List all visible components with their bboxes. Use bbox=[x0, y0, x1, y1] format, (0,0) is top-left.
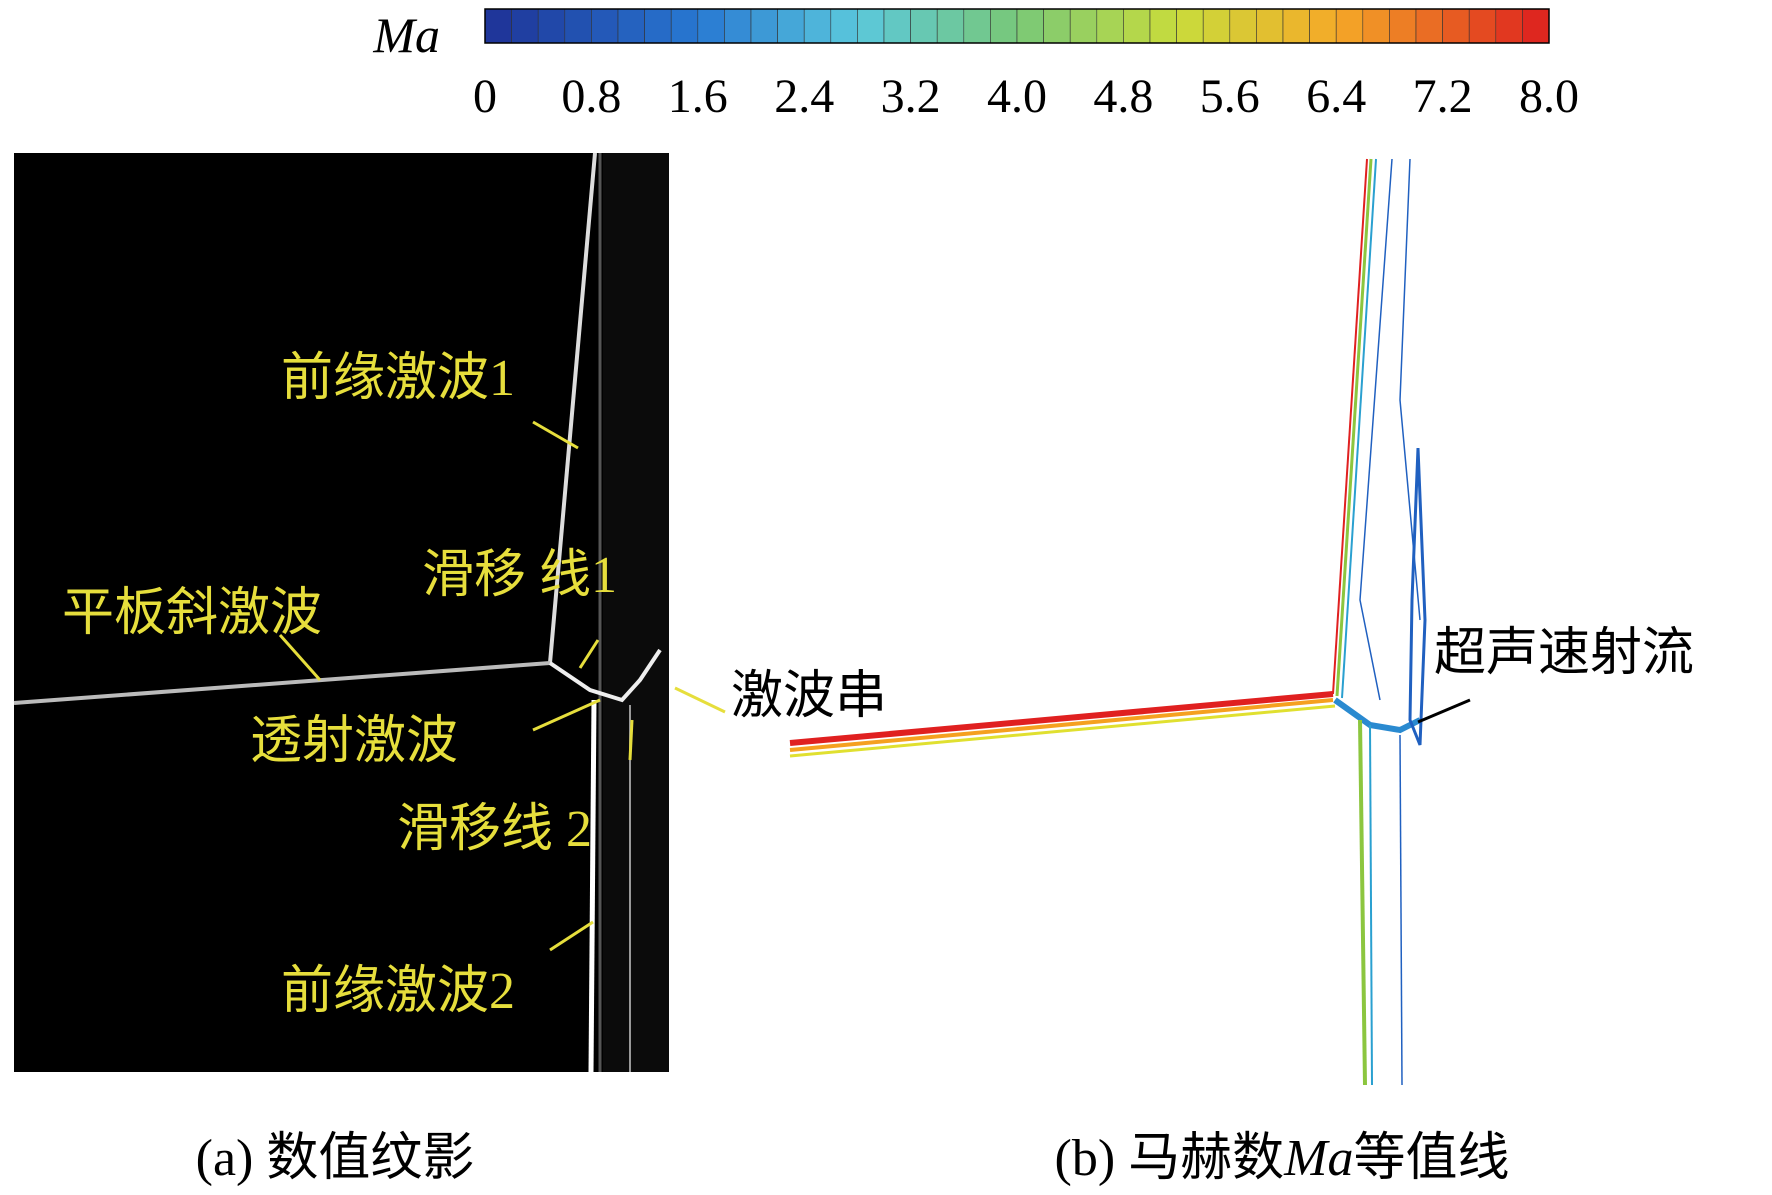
label: 平板斜激波 bbox=[62, 585, 322, 642]
colorbar-step bbox=[1043, 8, 1071, 44]
caption: (b) 马赫数Ma等值线 bbox=[1055, 1130, 1510, 1187]
colorbar-step bbox=[1176, 8, 1204, 44]
colorbar: 0 0.8 1.6 2.4 3.2 4.0 4.8 5.6 6.4 7.2 8.0 bbox=[473, 8, 1579, 123]
colorbar-step bbox=[591, 8, 619, 44]
colorbar-tick-label: 4.8 bbox=[1093, 70, 1153, 123]
schlieren-panel bbox=[14, 153, 669, 1072]
colorbar-step bbox=[1256, 8, 1284, 44]
pointer-lines bbox=[278, 420, 726, 952]
transmitted-shock bbox=[548, 648, 662, 703]
leading-shock-1 bbox=[548, 152, 597, 664]
colorbar-step bbox=[1442, 8, 1470, 44]
colorbar-tick-label: 1.6 bbox=[668, 70, 728, 123]
colorbar-step bbox=[963, 8, 991, 44]
colorbar-step bbox=[1362, 8, 1390, 44]
caption-part: (b) 马赫数 bbox=[1055, 1130, 1285, 1187]
label: 滑移线 2 bbox=[397, 801, 592, 858]
colorbar-tick-label: 4.0 bbox=[987, 70, 1047, 123]
colorbar-step bbox=[1202, 8, 1231, 44]
colorbar-step bbox=[1123, 8, 1151, 44]
label: 前缘激波2 bbox=[281, 963, 515, 1020]
colorbar-step bbox=[883, 8, 911, 44]
label: 透射激波 bbox=[250, 713, 458, 770]
colorbar-step bbox=[777, 8, 805, 44]
colorbar-tick-label: 3.2 bbox=[881, 70, 941, 123]
label: 前缘激波1 bbox=[281, 350, 515, 407]
colorbar-step bbox=[803, 8, 832, 44]
colorbar-step bbox=[1096, 8, 1124, 44]
label: 激波串 bbox=[731, 668, 887, 725]
colorbar-step bbox=[484, 8, 512, 44]
colorbar-step bbox=[670, 8, 699, 44]
colorbar-step bbox=[1495, 8, 1523, 44]
caption-part: Ma bbox=[1283, 1130, 1353, 1187]
colorbar-tick-label: 0.8 bbox=[561, 70, 621, 123]
colorbar-step bbox=[537, 8, 566, 44]
colorbar-tick-label: 8.0 bbox=[1519, 70, 1579, 123]
caption-part: 等值线 bbox=[1353, 1130, 1509, 1187]
colorbar-step bbox=[1468, 8, 1497, 44]
colorbar-step bbox=[1016, 8, 1044, 44]
colorbar-frame bbox=[484, 8, 1550, 44]
colorbar-step bbox=[750, 8, 778, 44]
label: 超声速射流 bbox=[1434, 625, 1694, 682]
colorbar-tick-label: 2.4 bbox=[774, 70, 834, 123]
leading-shock-2 bbox=[588, 699, 597, 1073]
colorbar-step bbox=[617, 8, 645, 44]
plate-oblique-shock bbox=[13, 661, 551, 705]
colorbar-step bbox=[857, 8, 885, 44]
colorbar-step bbox=[1389, 8, 1417, 44]
colorbar-label: Ma bbox=[372, 7, 440, 63]
colorbar-tick-label: 0 bbox=[473, 70, 497, 123]
colorbar-tick-label: 5.6 bbox=[1200, 70, 1260, 123]
colorbar-step bbox=[564, 8, 592, 44]
caption: (a) 数值纹影 bbox=[196, 1130, 475, 1187]
shadow-band bbox=[603, 153, 669, 1072]
colorbar-step bbox=[936, 8, 965, 44]
colorbar-step bbox=[1335, 8, 1364, 44]
colorbar-step bbox=[1149, 8, 1177, 44]
colorbar-step bbox=[990, 8, 1018, 44]
colorbar-step bbox=[511, 8, 539, 44]
colorbar-step bbox=[910, 8, 938, 44]
colorbar-step bbox=[1415, 8, 1443, 44]
colorbar-tick-label: 7.2 bbox=[1413, 70, 1473, 123]
colorbar-tick-label: 6.4 bbox=[1306, 70, 1366, 123]
colorbar-step bbox=[1069, 8, 1098, 44]
colorbar-step bbox=[697, 8, 725, 44]
colorbar-step bbox=[1309, 8, 1337, 44]
pointer-line bbox=[1417, 698, 1471, 724]
colorbar-step bbox=[644, 8, 672, 44]
colorbar-step bbox=[1522, 8, 1550, 44]
colorbar-step bbox=[830, 8, 858, 44]
colorbar-step bbox=[1229, 8, 1257, 44]
mach-contours bbox=[789, 158, 1427, 1086]
colorbar-step bbox=[724, 8, 752, 44]
label: 滑移 线1 bbox=[422, 547, 617, 604]
colorbar-step bbox=[1282, 8, 1310, 44]
